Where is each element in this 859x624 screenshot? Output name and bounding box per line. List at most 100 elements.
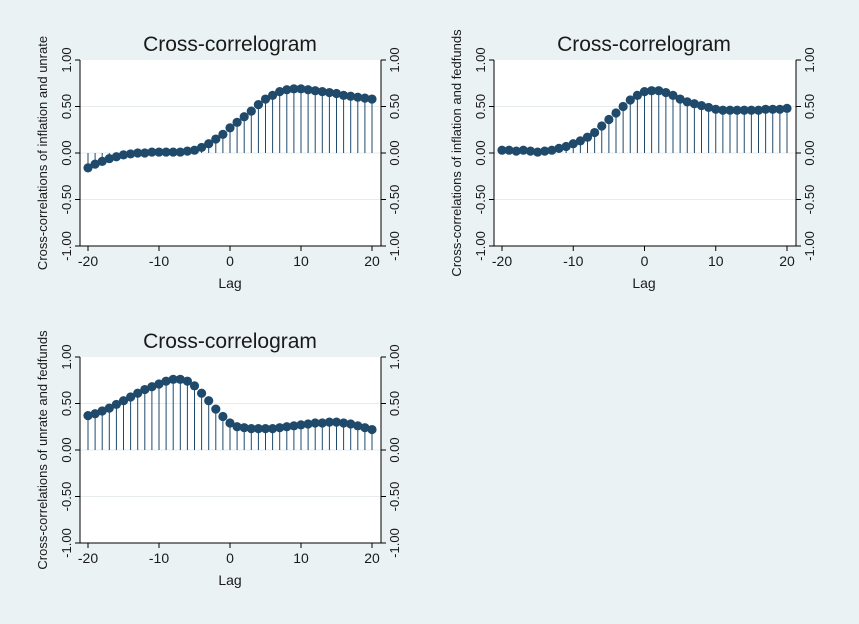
correlation-point bbox=[718, 105, 728, 115]
panel-unrate-fedfunds: Cross-correlogram Cross-correlations of … bbox=[35, 330, 402, 588]
correlation-point bbox=[275, 87, 285, 97]
correlation-point bbox=[246, 424, 256, 434]
correlation-point bbox=[303, 419, 313, 429]
correlation-point bbox=[661, 87, 671, 98]
x-tick-label: -10 bbox=[149, 550, 169, 566]
correlation-point bbox=[239, 423, 249, 433]
correlation-point bbox=[211, 134, 221, 144]
correlation-point bbox=[639, 87, 650, 97]
correlation-point bbox=[253, 424, 263, 434]
correlation-point bbox=[597, 121, 607, 131]
correlation-point bbox=[704, 102, 714, 113]
correlation-point bbox=[175, 147, 185, 157]
correlation-point bbox=[590, 127, 600, 138]
correlation-point bbox=[140, 384, 150, 395]
x-tick-label: -10 bbox=[563, 253, 583, 269]
correlation-point bbox=[239, 112, 249, 122]
correlation-point bbox=[225, 123, 235, 133]
correlation-point bbox=[260, 94, 271, 104]
correlation-point bbox=[232, 422, 242, 432]
correlation-point bbox=[331, 88, 342, 99]
correlation-point bbox=[154, 379, 164, 389]
x-tick-label: 20 bbox=[364, 550, 380, 566]
panel-title: Cross-correlogram bbox=[557, 33, 731, 56]
correlation-point bbox=[90, 159, 100, 169]
correlation-point bbox=[161, 147, 171, 157]
correlation-point bbox=[324, 87, 334, 98]
correlation-point bbox=[83, 163, 93, 173]
panel-title: Cross-correlogram bbox=[143, 330, 317, 353]
y-axis-label: Cross-correlations of unrate and fedfund… bbox=[35, 330, 50, 570]
y-tick-label-right: 1.00 bbox=[802, 47, 817, 72]
y-tick-label-left: -1.00 bbox=[59, 528, 74, 558]
y-axis-label: Cross-correlations of inflation and fedf… bbox=[449, 29, 464, 277]
correlation-point bbox=[275, 423, 285, 433]
correlation-point bbox=[625, 95, 635, 105]
correlation-point bbox=[189, 145, 200, 155]
correlation-point bbox=[253, 100, 263, 110]
correlation-point bbox=[282, 85, 292, 95]
correlation-point bbox=[111, 152, 121, 162]
x-tick-label: 0 bbox=[226, 550, 234, 566]
correlation-point bbox=[218, 411, 228, 422]
correlation-point bbox=[339, 90, 349, 100]
correlation-point bbox=[582, 132, 593, 142]
correlation-point bbox=[753, 105, 764, 115]
correlation-point bbox=[353, 421, 363, 431]
correlation-point bbox=[197, 388, 207, 398]
x-tick-label: 20 bbox=[364, 253, 380, 269]
y-tick-label-left: 0.00 bbox=[59, 437, 74, 462]
correlation-point bbox=[83, 410, 93, 421]
correlation-point bbox=[611, 108, 621, 118]
correlation-point bbox=[296, 420, 306, 430]
y-tick-label-right: 0.00 bbox=[387, 437, 402, 462]
correlation-point bbox=[497, 145, 507, 155]
correlation-point bbox=[739, 105, 749, 115]
correlation-point bbox=[118, 396, 129, 406]
y-tick-label-right: -0.50 bbox=[387, 185, 402, 215]
y-tick-label-left: 0.50 bbox=[59, 391, 74, 416]
correlation-point bbox=[647, 86, 657, 96]
correlation-point bbox=[175, 374, 185, 384]
correlation-point bbox=[296, 84, 306, 94]
correlation-point bbox=[211, 404, 221, 414]
y-tick-label-right: -1.00 bbox=[387, 528, 402, 558]
correlation-point bbox=[561, 141, 571, 152]
y-tick-label-right: 0.50 bbox=[802, 94, 817, 119]
y-tick-label-left: -0.50 bbox=[473, 185, 488, 215]
correlation-point bbox=[182, 146, 192, 156]
correlation-point bbox=[168, 147, 178, 157]
y-tick-label-right: -0.50 bbox=[387, 482, 402, 512]
correlation-point bbox=[360, 423, 370, 433]
y-tick-label-left: -1.00 bbox=[59, 231, 74, 261]
x-tick-label: 10 bbox=[293, 253, 309, 269]
correlation-point bbox=[547, 145, 557, 155]
panel-inflation-unrate: Cross-correlogram Cross-correlations of … bbox=[35, 33, 402, 291]
correlation-point bbox=[303, 85, 313, 95]
correlation-point bbox=[346, 419, 356, 429]
correlation-point bbox=[104, 153, 114, 164]
correlation-point bbox=[133, 148, 143, 158]
correlation-point bbox=[360, 93, 370, 103]
correlation-point bbox=[126, 149, 136, 159]
y-tick-label-left: 0.50 bbox=[473, 94, 488, 119]
correlation-point bbox=[246, 106, 256, 116]
y-tick-label-right: -1.00 bbox=[387, 231, 402, 261]
correlation-point bbox=[310, 86, 320, 96]
correlation-point bbox=[568, 139, 578, 149]
x-tick-label: 10 bbox=[293, 550, 309, 566]
correlation-point bbox=[218, 129, 228, 139]
correlation-point bbox=[682, 97, 692, 107]
x-tick-label: 20 bbox=[779, 253, 795, 269]
correlation-point bbox=[331, 417, 342, 427]
x-tick-label: -20 bbox=[78, 253, 98, 269]
y-tick-label-left: -0.50 bbox=[59, 185, 74, 215]
x-tick-label: -20 bbox=[78, 550, 98, 566]
correlation-point bbox=[768, 104, 778, 114]
correlation-point bbox=[268, 424, 278, 434]
correlation-point bbox=[289, 84, 299, 94]
correlation-point bbox=[154, 147, 164, 157]
correlation-point bbox=[232, 117, 242, 127]
correlation-point bbox=[317, 418, 327, 428]
y-tick-label-right: 1.00 bbox=[387, 47, 402, 72]
